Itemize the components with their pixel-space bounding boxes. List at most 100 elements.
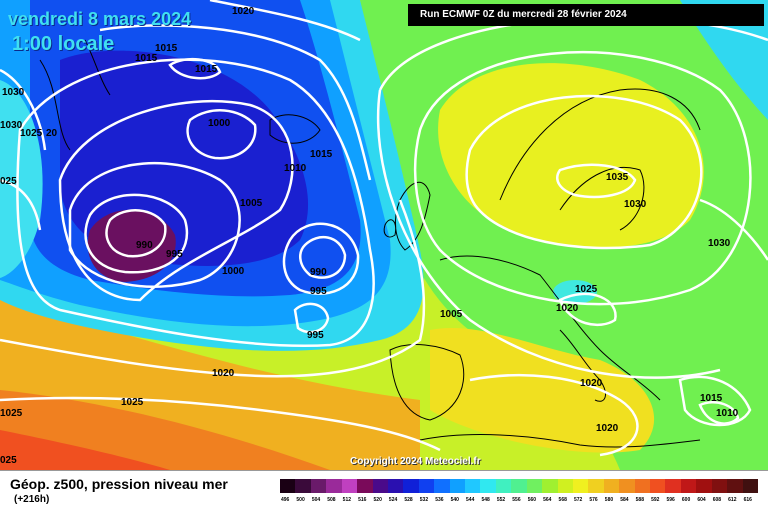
coast-north-africa — [419, 434, 701, 448]
pressure-label: 1030 — [2, 87, 25, 98]
pressure-label: 1030 — [708, 238, 731, 249]
color-scale-label: 524 — [388, 497, 398, 503]
coast-iberia — [389, 344, 465, 421]
color-scale-swatch — [634, 479, 651, 493]
isobar-1010 — [16, 58, 375, 348]
field-ridge-yellow — [438, 63, 704, 248]
color-scale-swatch — [711, 479, 728, 493]
color-scale-swatch — [557, 479, 574, 493]
color-scale-label: 616 — [743, 497, 752, 503]
forecast-date: vendredi 8 mars 2024 — [8, 9, 192, 29]
color-scale: 496 500 504 508 512 516 520 524 528 532 536 540 544 5… — [280, 479, 759, 509]
color-scale-label: 536 — [435, 497, 444, 503]
color-scale-label: 528 — [404, 497, 413, 503]
pressure-label: 1020 — [580, 378, 603, 389]
color-scale-swatch — [403, 479, 420, 493]
color-scale-swatch — [372, 479, 389, 493]
isobar-1030-northwest — [0, 68, 47, 151]
isobar-990-east — [299, 235, 347, 279]
color-scale-label: 544 — [466, 497, 475, 503]
pressure-label: 1005 — [240, 198, 263, 209]
isobar-1015-small — [168, 57, 222, 80]
weather-map: 1020 1015 1015 1015 1030 1030 1025 20 02… — [0, 0, 768, 470]
coast-iceland — [269, 114, 321, 144]
pressure-label: 1015 — [155, 43, 178, 54]
color-scale-label: 600 — [681, 497, 691, 503]
pressure-labels: 1020 1015 1015 1015 1030 1030 1025 20 02… — [0, 6, 739, 466]
color-scale-swatch — [280, 479, 296, 493]
isobar-1015-north — [99, 24, 372, 181]
field-ridge-central — [430, 327, 655, 453]
pressure-label: 1030 — [624, 199, 647, 210]
coast-scandinavia — [499, 88, 701, 231]
color-scale-label: 508 — [327, 497, 336, 503]
color-scale-label: 576 — [589, 497, 598, 503]
color-scale-label: 568 — [558, 497, 567, 503]
color-scale-label: 596 — [666, 497, 675, 503]
color-scale-swatch — [619, 479, 636, 493]
color-scale-swatch — [650, 479, 666, 493]
color-scale-swatch — [434, 479, 451, 493]
color-scale-label: 520 — [373, 497, 382, 503]
color-scale-swatch — [511, 479, 528, 493]
pressure-label: 995 — [310, 286, 327, 297]
isobar-1000-west — [68, 161, 241, 288]
pressure-label: 995 — [166, 249, 183, 260]
color-scale-swatch — [542, 479, 559, 493]
pressure-label: 1000 — [208, 118, 231, 129]
color-scale-swatch — [665, 479, 682, 493]
color-scale-swatch — [465, 479, 481, 493]
legend-footer: Géop. z500, pression niveau mer (+216h) … — [0, 470, 768, 513]
color-scale-swatch — [603, 479, 620, 493]
isobars — [0, 0, 768, 457]
legend-subtitle: (+216h) — [14, 494, 50, 505]
color-scale-swatch — [418, 479, 435, 493]
color-scale-label: 512 — [342, 497, 352, 503]
pressure-label: 1025 — [0, 408, 23, 419]
pressure-label: 1020 — [232, 6, 255, 17]
field-purple-low — [87, 209, 176, 282]
color-scale-label: 532 — [419, 497, 429, 503]
isobar-995-east — [282, 222, 360, 295]
pressure-label: 1020 — [212, 368, 235, 379]
pressure-label: 990 — [136, 240, 153, 251]
color-scale-swatch — [480, 479, 497, 493]
legend-title: Géop. z500, pression niveau mer — [10, 476, 228, 492]
pressure-label: 1030 — [0, 120, 23, 131]
pressure-label: 1010 — [716, 408, 739, 419]
color-scale-label: 516 — [358, 497, 367, 503]
pressure-label: 20 — [46, 128, 58, 139]
color-scale-label: 612 — [728, 497, 737, 503]
coast-british-isles — [383, 182, 431, 251]
color-scale-label: 548 — [481, 497, 490, 503]
pressure-label: 1010 — [284, 163, 307, 174]
color-scale-label: 552 — [496, 497, 506, 503]
color-scale-swatch — [742, 479, 759, 493]
color-scale-label: 604 — [697, 497, 706, 503]
isobar-1020-south — [0, 199, 426, 378]
color-scale-swatch — [572, 479, 589, 493]
pressure-label: 025 — [0, 176, 17, 187]
pressure-label: 1000 — [222, 266, 245, 277]
isobar-1015-east — [678, 375, 752, 427]
pressure-label: 1015 — [700, 393, 723, 404]
isobar-1000-north — [186, 109, 257, 160]
isobar-990-west — [105, 209, 167, 258]
isobar-1020-med — [469, 373, 639, 457]
color-scale-swatch — [387, 479, 404, 493]
color-scale-swatch — [295, 479, 312, 493]
color-scale-label: 592 — [651, 497, 660, 503]
color-scale-swatch — [341, 479, 358, 493]
color-scale-label: 564 — [543, 497, 552, 503]
isobar-1035-ridge — [556, 163, 637, 199]
color-scale-swatch — [449, 479, 466, 493]
copyright-text: Copyright 2024 Meteociel.fr — [350, 456, 481, 467]
isobar-1025-south — [0, 396, 441, 452]
pressure-label: 1015 — [195, 64, 218, 75]
color-scale-label: 504 — [311, 497, 321, 503]
color-scale-label: 588 — [635, 497, 644, 503]
pressure-label: 1035 — [606, 172, 629, 183]
field-east-cyan — [680, 0, 768, 120]
coast-italy — [559, 329, 606, 402]
isobar-1030-ridge — [465, 94, 703, 250]
